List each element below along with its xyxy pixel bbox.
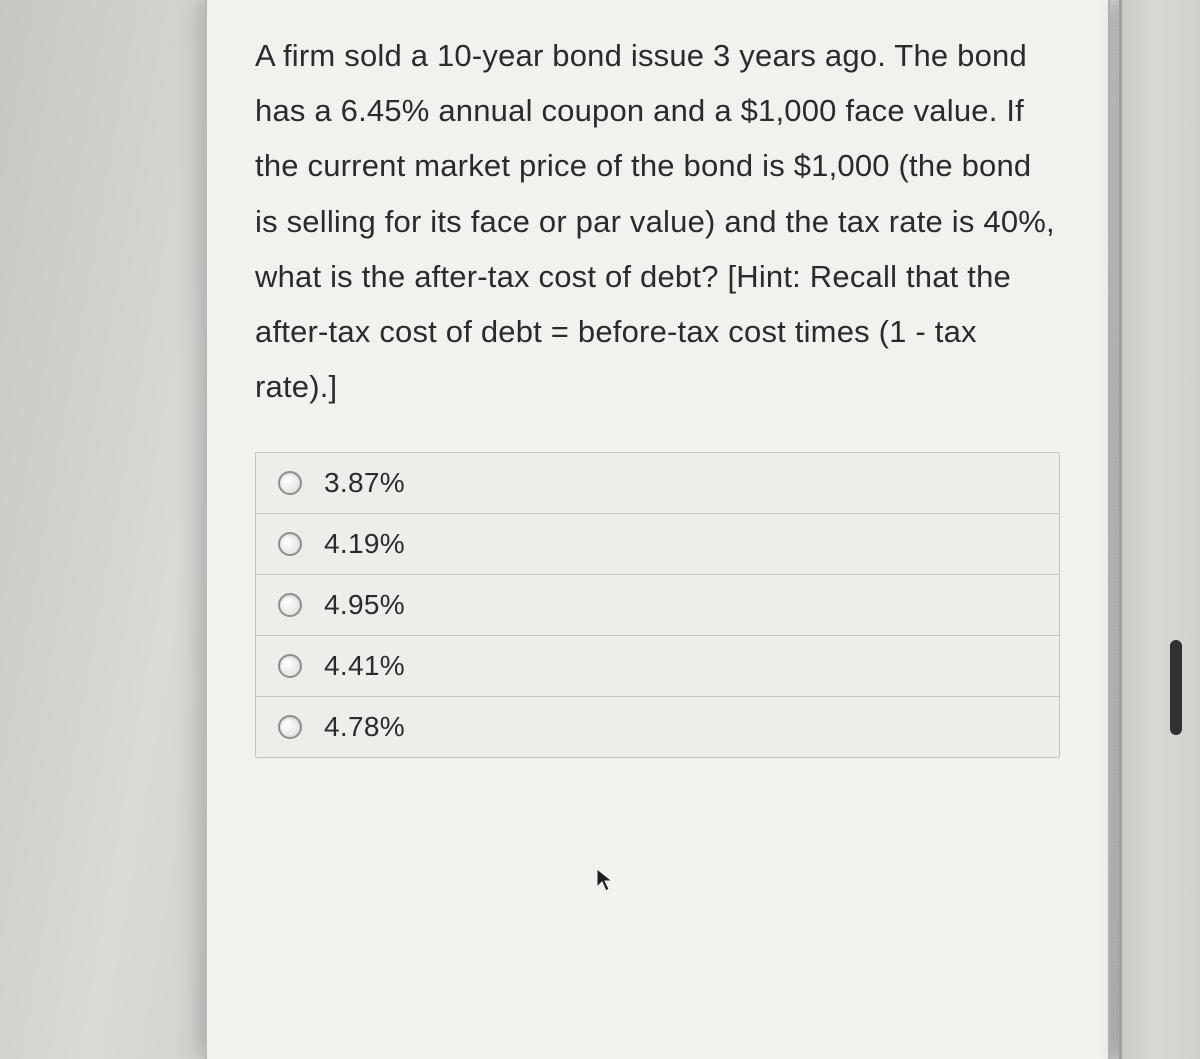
bezel-indicator-icon xyxy=(1170,640,1182,735)
option-row[interactable]: 4.19% xyxy=(256,514,1059,575)
screen-photo: A firm sold a 10-year bond issue 3 years… xyxy=(0,0,1200,1059)
option-label: 3.87% xyxy=(324,467,405,499)
option-label: 4.19% xyxy=(324,528,405,560)
option-row[interactable]: 4.78% xyxy=(256,697,1059,757)
option-label: 4.78% xyxy=(324,711,405,743)
left-margin-shade xyxy=(0,0,205,1059)
monitor-right-bezel xyxy=(1119,0,1200,1059)
option-label: 4.95% xyxy=(324,589,405,621)
option-row[interactable]: 4.95% xyxy=(256,575,1059,636)
radio-icon[interactable] xyxy=(278,471,302,495)
options-list: 3.87% 4.19% 4.95% 4.41% 4.78% xyxy=(255,452,1060,758)
radio-icon[interactable] xyxy=(278,593,302,617)
option-row[interactable]: 4.41% xyxy=(256,636,1059,697)
radio-icon[interactable] xyxy=(278,532,302,556)
quiz-card: A firm sold a 10-year bond issue 3 years… xyxy=(205,0,1110,1059)
option-label: 4.41% xyxy=(324,650,405,682)
radio-icon[interactable] xyxy=(278,654,302,678)
option-row[interactable]: 3.87% xyxy=(256,453,1059,514)
question-text: A firm sold a 10-year bond issue 3 years… xyxy=(255,28,1060,414)
radio-icon[interactable] xyxy=(278,715,302,739)
